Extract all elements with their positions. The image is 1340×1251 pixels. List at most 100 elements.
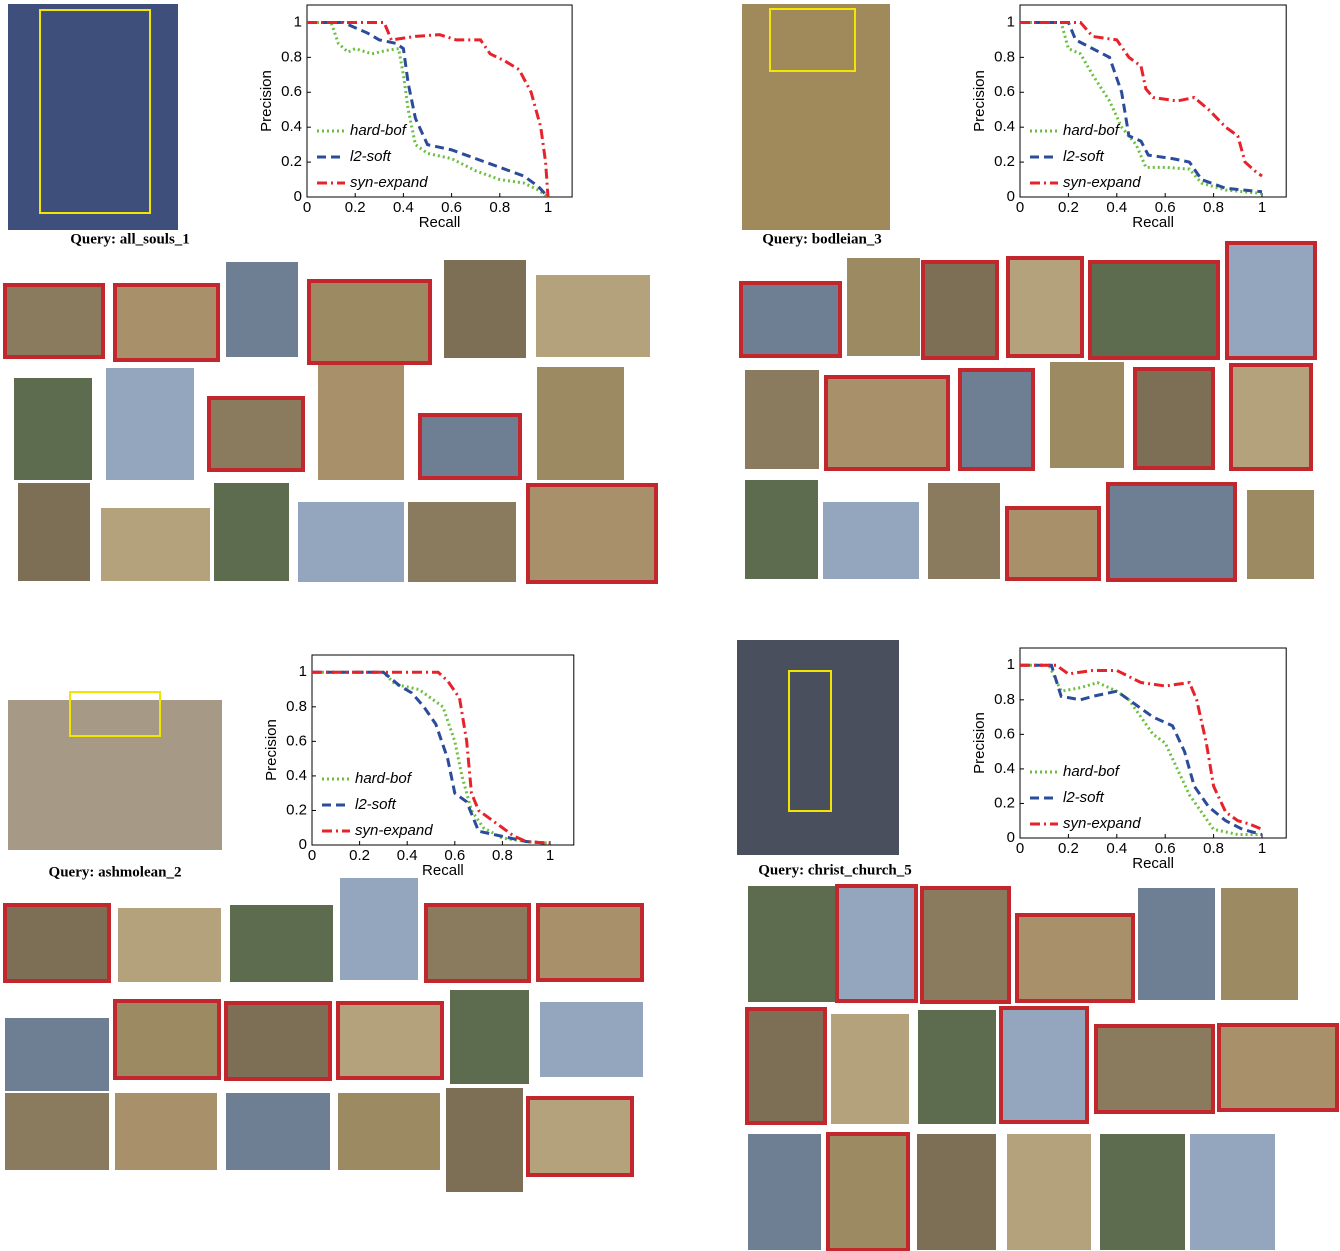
- y-tick-label: 0.2: [994, 794, 1015, 811]
- x-tick-label: 1: [546, 847, 554, 864]
- query-caption: Query: all_souls_1: [70, 231, 190, 247]
- result-photo: [318, 365, 404, 480]
- result-photo: [450, 990, 529, 1084]
- x-axis-label: Recall: [1132, 855, 1174, 872]
- result-photo: [847, 258, 920, 356]
- result-photo: [1219, 1025, 1337, 1110]
- y-tick-label: 0.2: [286, 801, 307, 818]
- result-photo: [226, 1093, 330, 1170]
- x-tick-label: 1: [1258, 199, 1266, 216]
- legend-label: l2-soft: [1063, 148, 1105, 165]
- result-photo: [408, 502, 516, 582]
- x-axis-label: Recall: [419, 214, 461, 231]
- result-photo: [823, 502, 919, 579]
- result-photo: [1001, 1008, 1087, 1122]
- x-tick-label: 0: [308, 847, 316, 864]
- x-tick-label: 0.2: [1058, 199, 1079, 216]
- figure: Query: all_souls_1 Query: bodleian_3 Que…: [0, 0, 1340, 1251]
- result-photo: [1096, 1026, 1213, 1112]
- y-tick-label: 0.6: [994, 725, 1015, 742]
- y-axis-label: Precision: [971, 70, 988, 132]
- x-tick-label: 0.4: [397, 847, 418, 864]
- result-photo: [298, 502, 404, 582]
- result-photo: [831, 1014, 909, 1124]
- x-tick-label: 0.8: [492, 847, 513, 864]
- result-photo: [1108, 484, 1235, 580]
- result-photo: [446, 1088, 523, 1192]
- result-photo: [748, 1134, 821, 1250]
- result-photo: [741, 283, 840, 356]
- x-tick-label: 0.4: [1106, 199, 1127, 216]
- x-tick-label: 0.8: [489, 199, 510, 216]
- y-tick-label: 0.2: [281, 153, 302, 170]
- x-tick-label: 0: [1016, 199, 1024, 216]
- result-photo: [101, 508, 210, 581]
- result-photo: [1227, 243, 1315, 358]
- result-photo: [420, 415, 520, 478]
- y-axis-label: Precision: [258, 70, 275, 132]
- x-tick-label: 0: [1016, 840, 1024, 857]
- y-tick-label: 0.8: [286, 698, 307, 715]
- x-tick-label: 0.8: [1203, 840, 1224, 857]
- x-tick-label: 0.2: [345, 199, 366, 216]
- result-photo: [338, 1003, 442, 1078]
- result-photo: [106, 368, 194, 480]
- legend-label: hard-bof: [1063, 122, 1121, 139]
- result-photo: [745, 480, 818, 579]
- result-photo: [745, 370, 819, 469]
- x-tick-label: 0.4: [393, 199, 414, 216]
- result-photo: [528, 1098, 632, 1175]
- y-tick-label: 1: [1007, 13, 1015, 30]
- result-photo: [118, 908, 221, 982]
- result-photo: [209, 398, 303, 470]
- result-photo: [536, 275, 650, 357]
- query-caption: Query: christ_church_5: [758, 862, 911, 878]
- legend-label: syn-expand: [1063, 815, 1141, 832]
- x-tick-label: 0.8: [1203, 199, 1224, 216]
- result-photo: [747, 1009, 825, 1123]
- x-tick-label: 0.2: [1058, 840, 1079, 857]
- result-photo: [1090, 262, 1218, 358]
- result-photo: [1100, 1134, 1185, 1250]
- result-photo: [226, 262, 298, 357]
- y-tick-label: 0: [1007, 188, 1015, 205]
- result-photo: [828, 1134, 908, 1250]
- result-photo: [1008, 258, 1082, 356]
- x-tick-label: 0: [303, 199, 311, 216]
- result-photo: [5, 1093, 109, 1170]
- result-photo: [528, 485, 656, 582]
- y-tick-label: 0.6: [281, 83, 302, 100]
- plot-frame: [1020, 648, 1286, 838]
- y-tick-label: 0.6: [994, 83, 1015, 100]
- y-tick-label: 0: [1007, 829, 1015, 846]
- result-photo: [18, 483, 90, 581]
- y-axis-label: Precision: [971, 712, 988, 774]
- query-photo: [737, 640, 899, 855]
- result-photo: [918, 1010, 996, 1124]
- result-photo: [426, 905, 529, 981]
- y-tick-label: 0: [299, 836, 307, 853]
- y-axis-label: Precision: [263, 719, 280, 781]
- query-photo: [8, 4, 178, 230]
- plot-frame: [312, 655, 574, 845]
- legend-label: hard-bof: [355, 770, 413, 787]
- legend-label: syn-expand: [1063, 174, 1141, 191]
- result-photo: [748, 886, 835, 1002]
- legend-label: l2-soft: [355, 796, 397, 813]
- result-photo: [1190, 1134, 1275, 1250]
- result-photo: [115, 1001, 219, 1078]
- result-photo: [1247, 490, 1314, 579]
- result-photo: [340, 878, 418, 980]
- y-tick-label: 0.4: [994, 760, 1015, 777]
- y-tick-label: 0.4: [286, 767, 307, 784]
- y-tick-label: 0.2: [994, 153, 1015, 170]
- result-photo: [5, 905, 109, 981]
- legend-label: syn-expand: [350, 174, 428, 191]
- y-tick-label: 0.6: [286, 732, 307, 749]
- x-tick-label: 0.2: [349, 847, 370, 864]
- y-tick-label: 0.4: [281, 118, 302, 135]
- result-photo: [837, 886, 916, 1001]
- result-photo: [537, 367, 624, 480]
- result-photo: [540, 1002, 643, 1077]
- result-photo: [338, 1093, 440, 1170]
